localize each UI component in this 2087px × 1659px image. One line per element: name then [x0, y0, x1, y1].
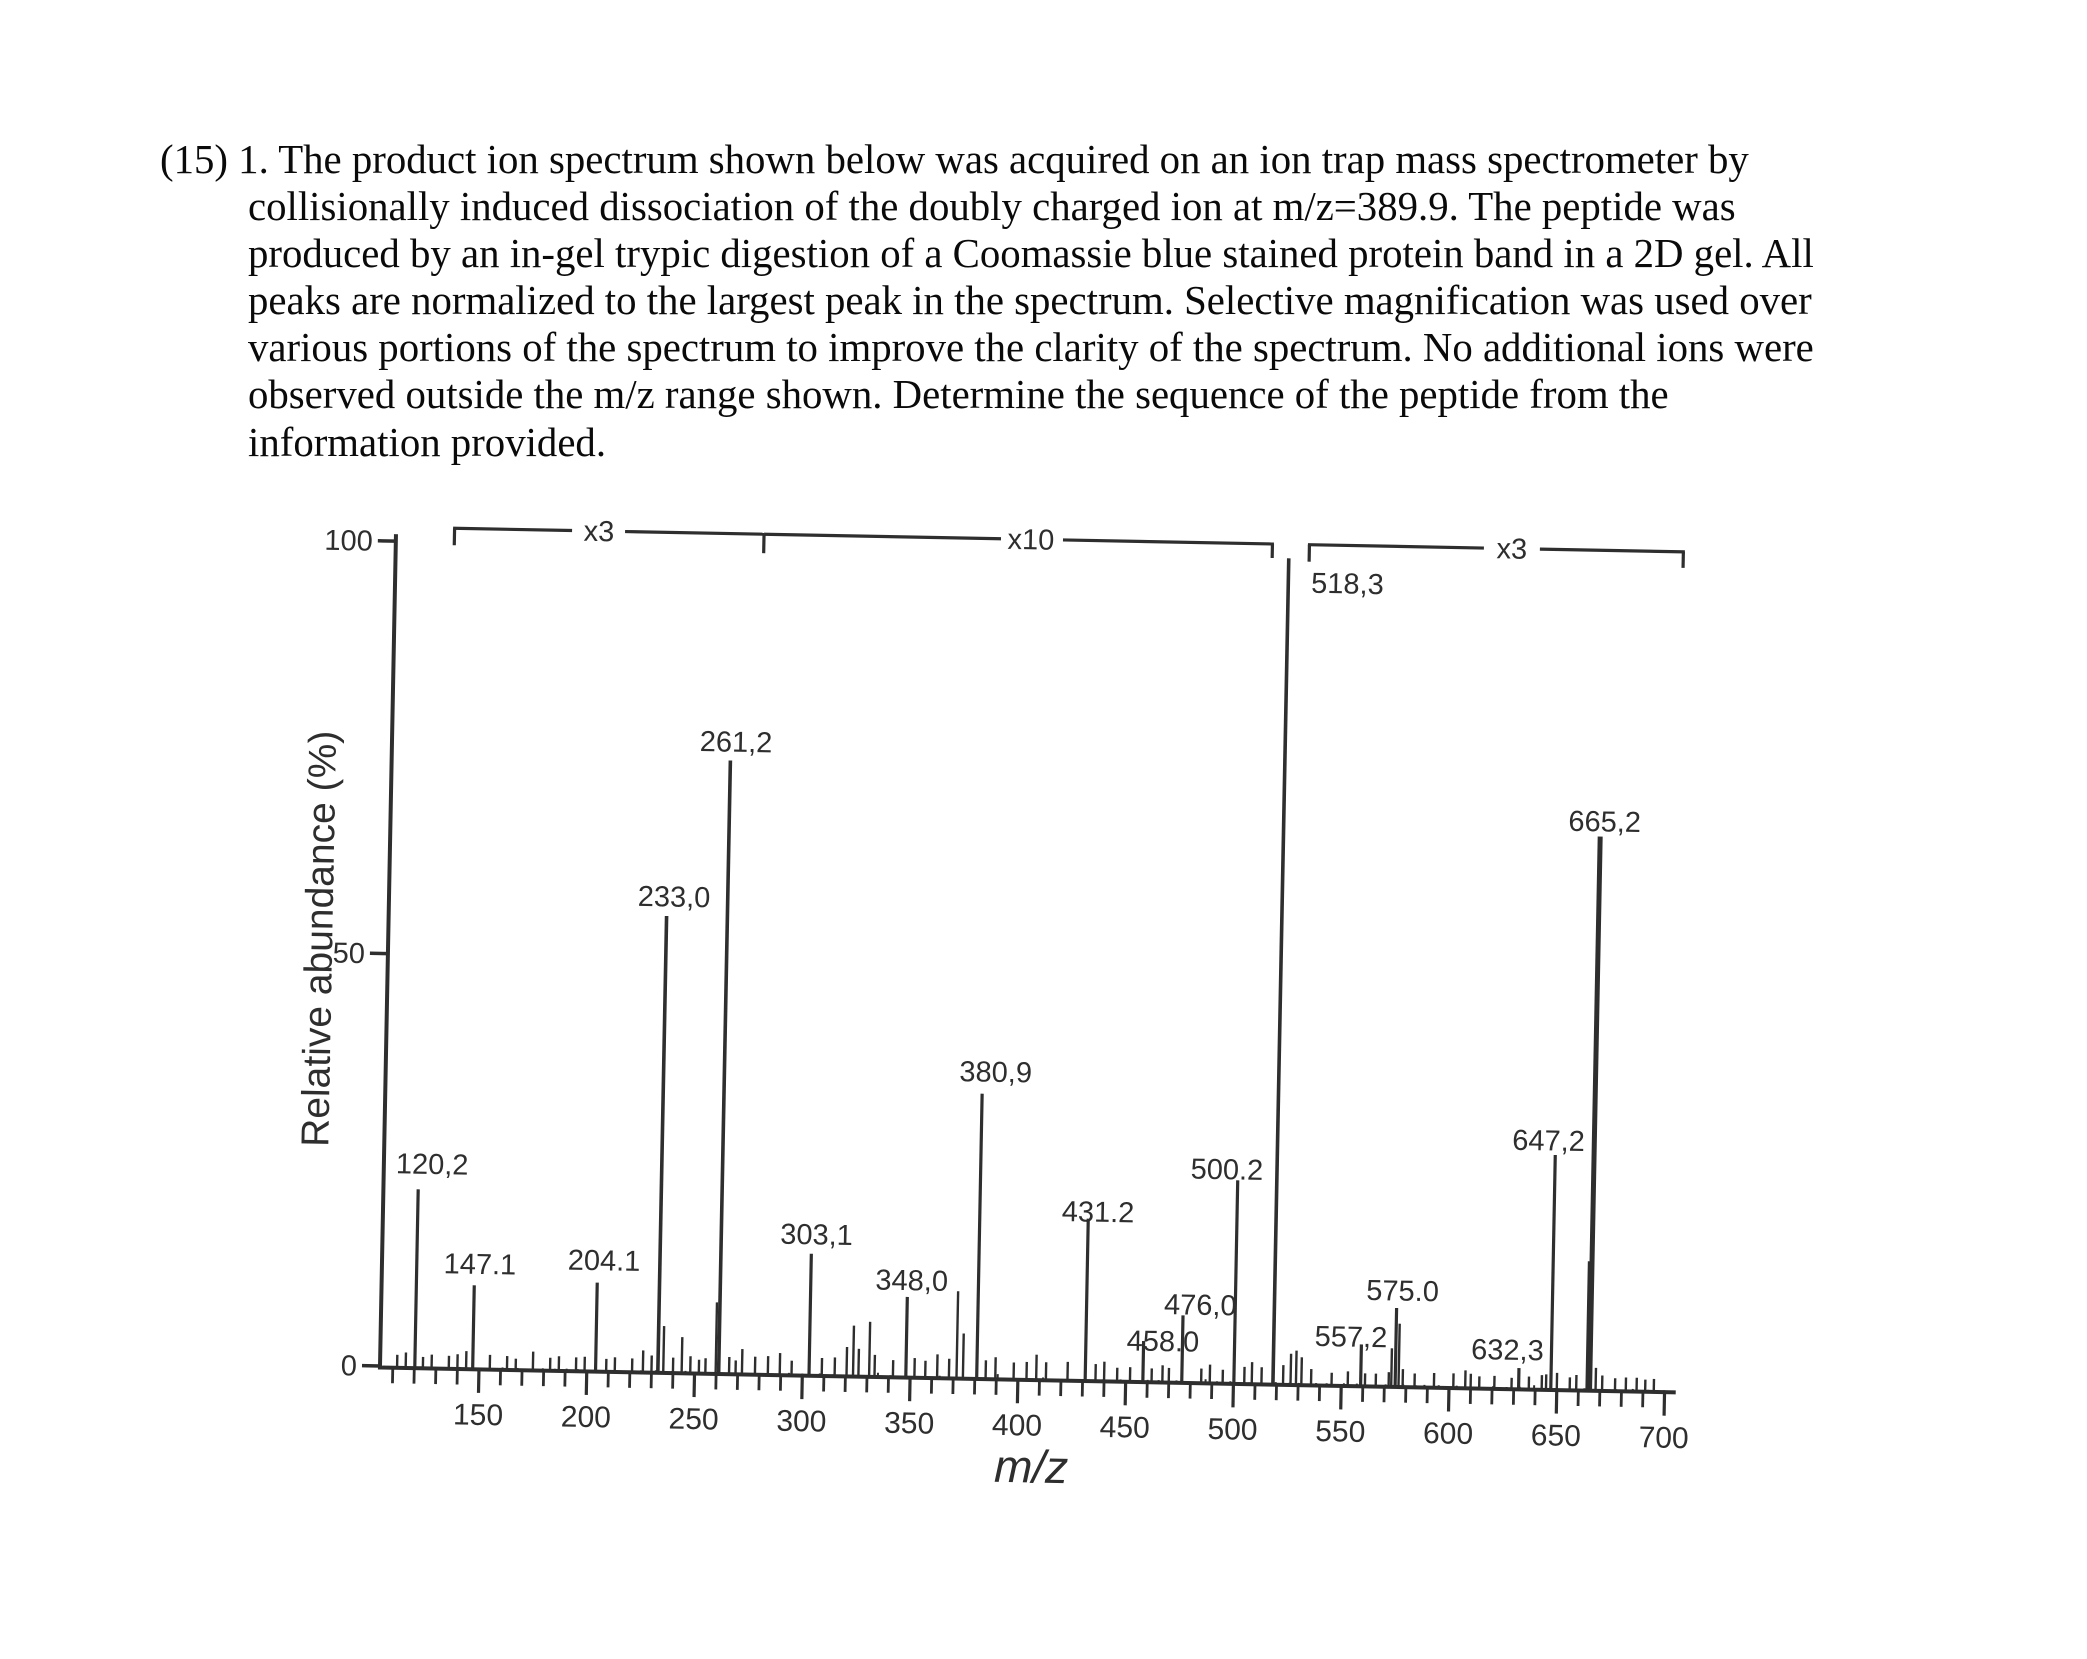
svg-text:431.2: 431.2: [1061, 1196, 1134, 1229]
svg-text:233,0: 233,0: [637, 881, 710, 914]
svg-text:550: 550: [1315, 1415, 1366, 1449]
svg-text:557,2: 557,2: [1314, 1321, 1387, 1354]
svg-text:250: 250: [668, 1403, 719, 1437]
svg-text:476,0: 476,0: [1164, 1289, 1237, 1322]
svg-text:700: 700: [1638, 1421, 1689, 1455]
svg-text:350: 350: [884, 1407, 935, 1441]
svg-text:x3: x3: [583, 516, 614, 549]
svg-text:647,2: 647,2: [1512, 1125, 1585, 1158]
svg-text:650: 650: [1531, 1419, 1582, 1453]
svg-text:100: 100: [324, 525, 373, 558]
svg-text:665,2: 665,2: [1568, 806, 1641, 839]
svg-text:261,2: 261,2: [699, 726, 772, 759]
svg-text:200: 200: [561, 1400, 612, 1434]
svg-text:m/z: m/z: [994, 1440, 1069, 1493]
svg-text:575.0: 575.0: [1366, 1275, 1439, 1308]
svg-text:348,0: 348,0: [875, 1264, 948, 1297]
svg-text:147.1: 147.1: [443, 1248, 516, 1281]
svg-text:400: 400: [992, 1409, 1043, 1443]
svg-text:500.2: 500.2: [1190, 1154, 1263, 1187]
svg-text:518,3: 518,3: [1311, 568, 1384, 601]
svg-text:458.0: 458.0: [1126, 1325, 1199, 1358]
svg-text:150: 150: [453, 1398, 504, 1432]
svg-text:0: 0: [341, 1350, 358, 1382]
svg-text:120,2: 120,2: [396, 1148, 469, 1181]
svg-text:Relative abundance (%): Relative abundance (%): [294, 730, 345, 1147]
svg-text:500: 500: [1207, 1413, 1258, 1447]
svg-text:300: 300: [776, 1405, 827, 1439]
svg-text:632,3: 632,3: [1471, 1334, 1544, 1367]
svg-text:380,9: 380,9: [959, 1056, 1032, 1089]
svg-text:204.1: 204.1: [567, 1245, 640, 1278]
svg-text:x10: x10: [1007, 524, 1054, 557]
svg-text:x3: x3: [1496, 533, 1527, 566]
svg-text:50: 50: [332, 938, 365, 971]
svg-text:450: 450: [1099, 1411, 1150, 1445]
svg-text:600: 600: [1423, 1417, 1474, 1451]
svg-text:303,1: 303,1: [780, 1219, 853, 1252]
